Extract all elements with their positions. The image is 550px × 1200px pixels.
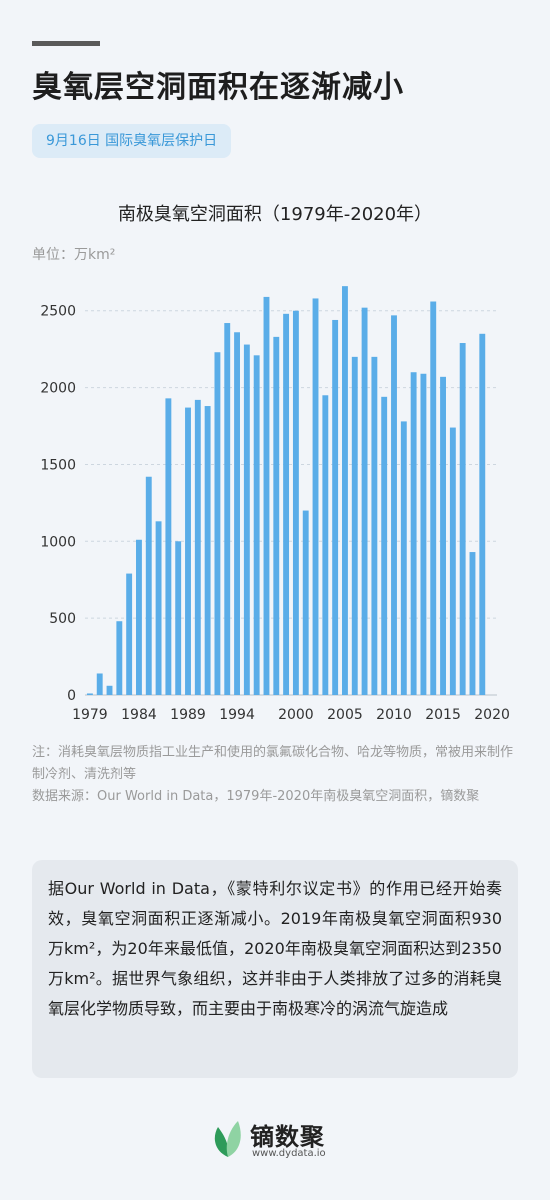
bar-1998 [273, 336, 280, 695]
y-tick-label: 500 [49, 611, 76, 627]
bar-1981 [106, 685, 113, 695]
summary-box: 据Our World in Data，《蒙特利尔议定书》的作用已经开始奏效，臭氧… [32, 860, 518, 1078]
bar-1985 [145, 476, 152, 695]
bar-2015 [440, 376, 446, 695]
y-tick-label: 2000 [40, 381, 76, 397]
note-source: 数据来源：Our World in Data，1979年-2020年南极臭氧空洞… [32, 789, 480, 804]
bar-1991 [204, 406, 211, 695]
bar-2014 [430, 301, 437, 695]
x-tick-label: 2005 [327, 707, 363, 723]
brand-logo: 镝数聚 www.dydata.io [210, 1115, 350, 1165]
x-tick-label: 1994 [219, 707, 255, 723]
bar-1993 [224, 323, 231, 695]
bar-1997 [263, 296, 270, 695]
date-badge: 9月16日 国际臭氧层保护日 [32, 124, 232, 158]
bar-1989 [185, 407, 191, 695]
title-accent-bar [32, 41, 100, 46]
brand-url: www.dydata.io [252, 1148, 326, 1159]
x-tick-label: 1989 [170, 707, 206, 723]
brand-name: 镝数聚 [250, 1123, 325, 1151]
bar-1986 [155, 521, 162, 695]
bar-1980 [96, 673, 103, 695]
x-tick-label: 1979 [72, 707, 108, 723]
bar-2013 [420, 373, 427, 695]
bar-2002 [312, 298, 319, 695]
bar-2019 [479, 333, 486, 695]
bar-2011 [400, 421, 407, 695]
bar-2017 [459, 343, 466, 695]
bar-2005 [342, 286, 348, 695]
leaf-logo-icon [214, 1121, 241, 1157]
bar-2000 [292, 310, 299, 695]
chart-title: 南极臭氧空洞面积（1979年-2020年） [117, 204, 433, 225]
bar-2003 [322, 395, 329, 695]
bar-1984 [136, 539, 142, 695]
chart-notes: 注：消耗臭氧层物质指工业生产和使用的氯氟碳化合物、哈龙等物质，常被用来制作制冷剂… [32, 742, 522, 808]
bar-2004 [332, 319, 339, 695]
bar-1996 [253, 355, 260, 695]
bar-1983 [126, 573, 133, 695]
bar-1992 [214, 352, 221, 695]
bar-1988 [175, 541, 182, 695]
bar-1995 [243, 344, 250, 695]
y-tick-label: 1000 [40, 534, 76, 550]
chart-unit-label: 单位：万km² [32, 247, 116, 263]
bar-1987 [165, 398, 172, 695]
y-tick-label: 2500 [40, 304, 76, 320]
bar-1994 [234, 332, 240, 695]
bar-2012 [410, 372, 417, 695]
bar-1999 [283, 313, 290, 695]
bar-2016 [449, 427, 456, 695]
bar-1982 [116, 621, 123, 695]
ozone-hole-bar-chart: 0 500 1000 1500 2000 2500 1979 1984 1989 1994 200… [40, 286, 510, 723]
x-tick-label: 1984 [121, 707, 157, 723]
x-tick-label: 2010 [376, 707, 412, 723]
y-tick-label: 1500 [40, 457, 76, 473]
x-tick-label: 2000 [278, 707, 314, 723]
bar-2009 [381, 396, 388, 695]
bar-1979 [86, 693, 93, 695]
y-tick-label: 0 [67, 688, 76, 704]
bar-1990 [194, 399, 201, 695]
x-tick-label: 2020 [474, 707, 510, 723]
x-tick-label: 2015 [425, 707, 461, 723]
bar-2007 [361, 307, 368, 695]
bar-2008 [371, 356, 378, 695]
bar-2001 [302, 510, 309, 695]
note-definition: 注：消耗臭氧层物质指工业生产和使用的氯氟碳化合物、哈龙等物质，常被用来制作制冷剂… [32, 745, 514, 782]
page-title: 臭氧层空洞面积在逐渐减小 [32, 70, 404, 105]
bar-2018 [469, 552, 476, 695]
bar-2006 [351, 356, 358, 695]
bar-2010 [391, 315, 397, 695]
